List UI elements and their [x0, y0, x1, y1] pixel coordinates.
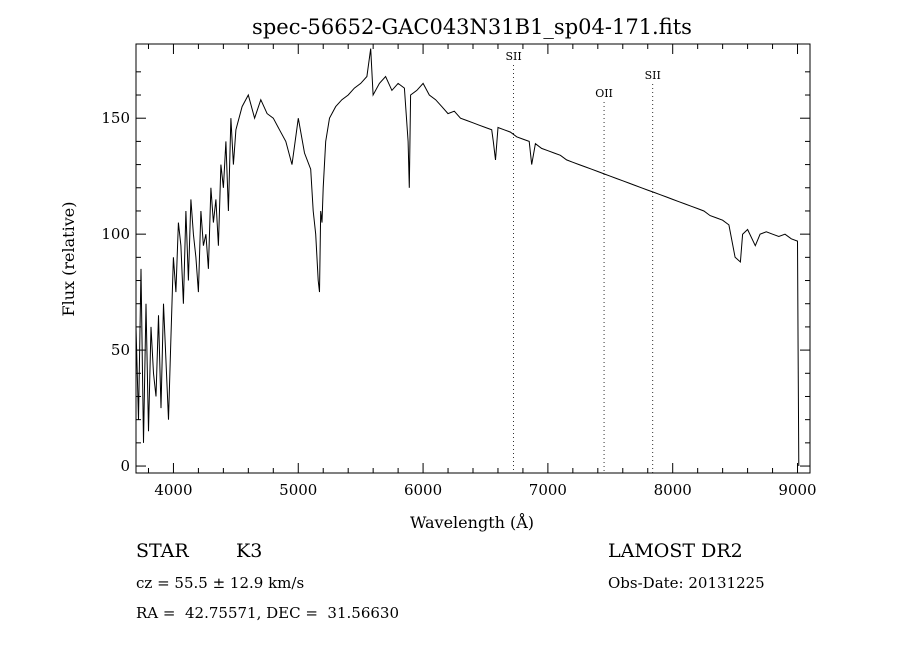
- x-tick-label: 4000: [154, 481, 192, 499]
- chart-title: spec-56652-GAC043N31B1_sp04-171.fits: [252, 15, 692, 39]
- x-tick-label: 6000: [404, 481, 442, 499]
- y-tick-label: 0: [120, 457, 130, 475]
- x-tick-label: 9000: [778, 481, 816, 499]
- survey-name: LAMOST DR2: [608, 540, 743, 562]
- y-tick-label: 50: [111, 341, 130, 359]
- object-class: STAR: [136, 540, 189, 562]
- spectral-line-label: SII: [645, 69, 661, 82]
- y-tick-label: 150: [101, 109, 130, 127]
- y-axis-label: Flux (relative): [59, 202, 78, 317]
- x-tick-label: 5000: [279, 481, 317, 499]
- sky-coordinates: RA = 42.75571, DEC = 31.56630: [136, 604, 400, 622]
- observation-date: Obs-Date: 20131225: [608, 574, 765, 592]
- x-axis-label: Wavelength (Å): [410, 512, 534, 532]
- x-tick-label: 7000: [529, 481, 567, 499]
- redshift-velocity: cz = 55.5 ± 12.9 km/s: [136, 574, 305, 592]
- x-tick-label: 8000: [654, 481, 692, 499]
- spectral-line-label: OII: [595, 87, 613, 100]
- axes: 4000 5000 6000 7000 8000 9000 0 50 100 150: [101, 43, 817, 499]
- spectrum-series-line: [135, 48, 800, 467]
- plot-frame: [135, 43, 811, 474]
- object-subclass: K3: [236, 540, 263, 562]
- spectral-line-markers: SII OII SII: [505, 50, 661, 473]
- y-tick-label: 100: [101, 225, 130, 243]
- spectral-line-label: SII: [505, 50, 521, 63]
